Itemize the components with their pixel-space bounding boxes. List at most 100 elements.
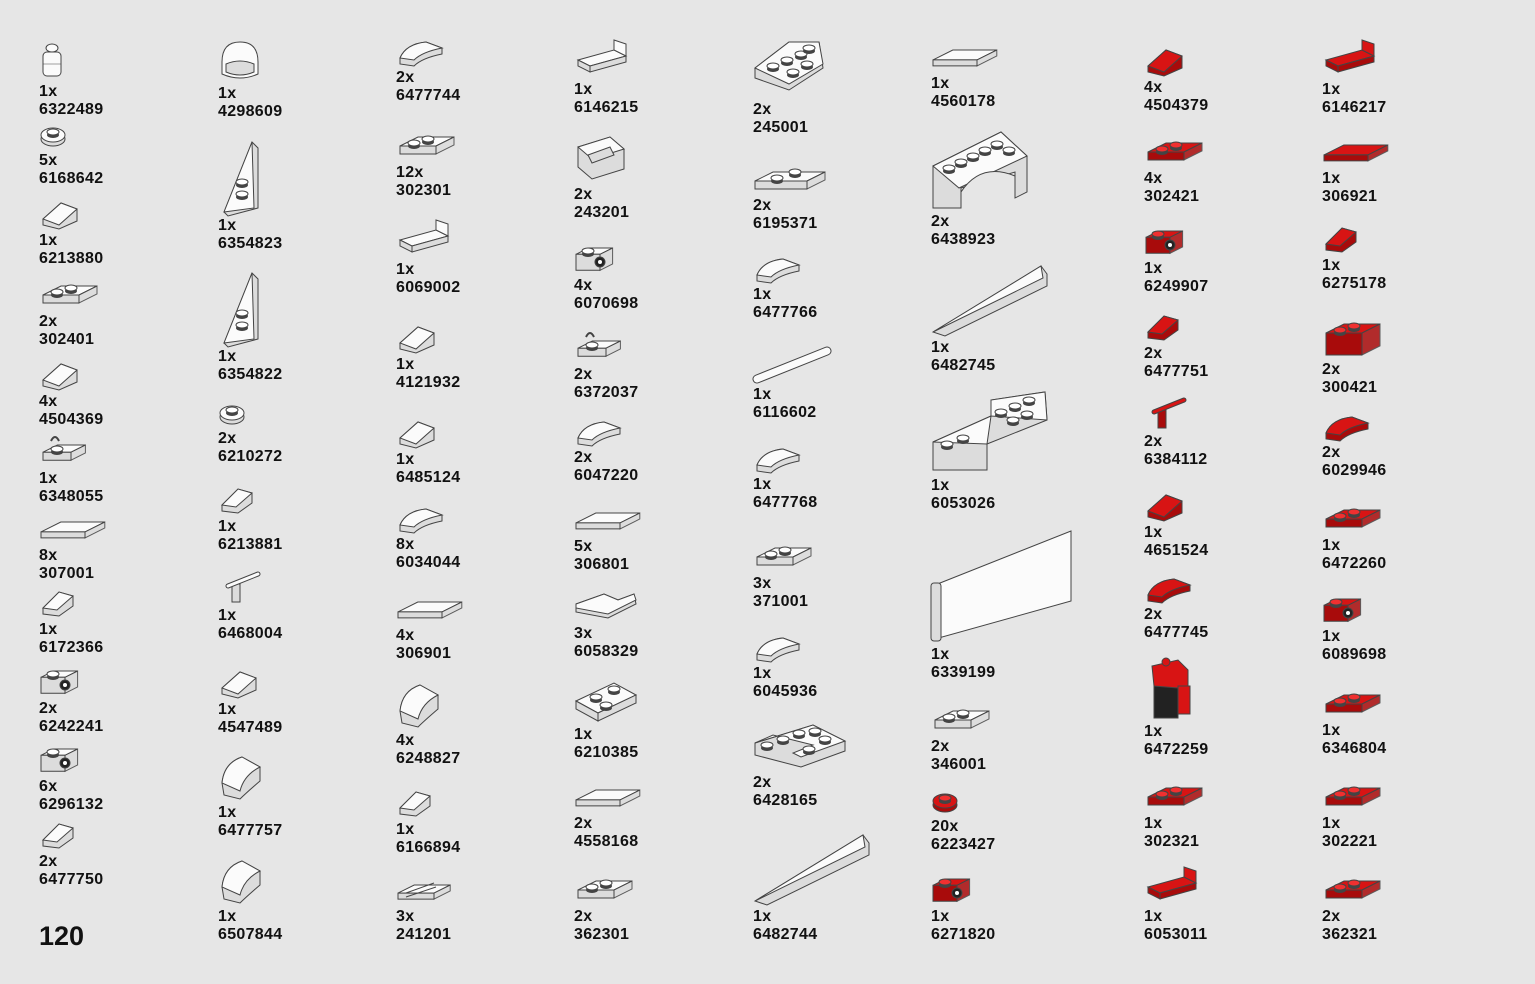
part-code: 302321 bbox=[1144, 832, 1200, 850]
part-quantity: 1x bbox=[218, 908, 237, 925]
part-quantity: 1x bbox=[574, 726, 593, 743]
part-quantity: 1x bbox=[931, 908, 950, 925]
part-quantity: 1x bbox=[39, 232, 58, 250]
part-code: 306801 bbox=[574, 556, 630, 573]
minifig-head-icon bbox=[42, 43, 62, 77]
part-code: 6034044 bbox=[396, 554, 461, 571]
curved-tile-icon bbox=[577, 421, 622, 447]
frame-icon bbox=[576, 136, 626, 180]
part-code: 6477750 bbox=[39, 871, 104, 888]
part-quantity: 1x bbox=[1322, 170, 1341, 188]
part-code: 6296132 bbox=[39, 796, 104, 814]
slope-icon bbox=[42, 202, 78, 230]
slope-icon bbox=[42, 363, 78, 391]
part-entry: 4x 6070698 bbox=[574, 238, 724, 313]
slope-icon bbox=[1147, 494, 1183, 522]
part-code: 346001 bbox=[931, 755, 987, 773]
part-entry: 1x 6275178 bbox=[1322, 222, 1472, 293]
part-entry: 4x 4504369 bbox=[39, 352, 189, 429]
side-stud-brick-icon bbox=[932, 878, 971, 903]
part-quantity: 2x bbox=[931, 213, 950, 231]
tile-icon bbox=[932, 49, 998, 67]
part-quantity: 6x bbox=[39, 778, 58, 796]
part-code: 6242241 bbox=[39, 717, 104, 735]
part-entry: 1x 6339199 bbox=[930, 529, 1081, 682]
part-quantity: 1x bbox=[931, 645, 950, 663]
part-entry: 4x 302421 bbox=[1144, 129, 1294, 206]
curved-tile-icon bbox=[399, 41, 444, 67]
part-quantity: 1x bbox=[1144, 723, 1163, 741]
part-entry: 1x 6146215 bbox=[574, 38, 724, 117]
part-code: 6346804 bbox=[1322, 739, 1387, 757]
part-entry: 2x 300421 bbox=[1322, 310, 1472, 397]
side-stud-brick-icon bbox=[40, 748, 79, 773]
part-quantity: 2x bbox=[39, 853, 58, 870]
part-quantity: 2x bbox=[39, 699, 58, 717]
part-code: 6168642 bbox=[39, 169, 104, 187]
part-code: 6477768 bbox=[753, 493, 818, 511]
part-code: 6354822 bbox=[218, 366, 283, 384]
part-code: 6354823 bbox=[218, 234, 283, 252]
part-quantity: 2x bbox=[1144, 432, 1163, 450]
bracket-icon bbox=[576, 39, 628, 73]
part-entry: 1x 6213880 bbox=[39, 191, 189, 268]
side-stud-brick-icon bbox=[1145, 230, 1184, 254]
tile-icon bbox=[397, 601, 463, 619]
part-quantity: 4x bbox=[574, 277, 593, 294]
part-quantity: 1x bbox=[753, 475, 772, 493]
part-entry: 2x 4558168 bbox=[574, 778, 724, 851]
part-quantity: 4x bbox=[396, 627, 415, 644]
part-quantity: 1x bbox=[1322, 721, 1341, 739]
part-quantity: 2x bbox=[574, 366, 593, 383]
side-stud-brick-icon bbox=[1323, 598, 1362, 623]
round-plate-icon bbox=[932, 793, 958, 813]
part-code: 6213881 bbox=[218, 535, 283, 553]
tile-icon bbox=[40, 520, 106, 539]
part-entry: 4x 306901 bbox=[396, 590, 546, 663]
part-quantity: 8x bbox=[396, 536, 415, 553]
part-entry: 3x 241201 bbox=[396, 875, 546, 944]
part-code: 4651524 bbox=[1144, 542, 1209, 560]
part-entry: 1x 6271820 bbox=[931, 869, 1081, 944]
part-quantity: 5x bbox=[574, 538, 593, 555]
part-entry: 1x 6213881 bbox=[218, 483, 368, 554]
round-plate-icon bbox=[40, 127, 66, 147]
part-code: 6029946 bbox=[1322, 461, 1387, 479]
part-quantity: 1x bbox=[396, 261, 415, 278]
part-entry: 1x 6354823 bbox=[218, 138, 368, 253]
clip-plate-icon bbox=[42, 436, 86, 462]
part-code: 6249907 bbox=[1144, 277, 1209, 295]
part-code: 6248827 bbox=[396, 750, 461, 767]
part-entry: 3x 371001 bbox=[753, 534, 903, 611]
curved-tile-icon bbox=[756, 637, 801, 663]
slope-icon bbox=[221, 671, 257, 699]
part-entry: 20x 6223427 bbox=[931, 789, 1081, 854]
plate-icon bbox=[399, 135, 455, 155]
part-code: 4298609 bbox=[218, 103, 283, 120]
part-quantity: 1x bbox=[1144, 814, 1163, 832]
curved-tile-icon bbox=[1147, 578, 1192, 604]
part-entry: 1x 6116602 bbox=[752, 345, 903, 422]
slope-icon bbox=[399, 326, 435, 354]
part-code: 6472259 bbox=[1144, 741, 1209, 759]
plate-icon bbox=[1147, 786, 1203, 806]
part-entry: 2x 6477744 bbox=[396, 38, 546, 105]
part-entry: 4x 4504379 bbox=[1144, 38, 1294, 115]
plate-icon bbox=[1325, 879, 1381, 899]
part-code: 6271820 bbox=[931, 926, 996, 943]
part-code: 6045936 bbox=[753, 682, 818, 700]
part-quantity: 1x bbox=[931, 477, 950, 495]
curved-tile-icon bbox=[756, 447, 801, 474]
part-code: 302401 bbox=[39, 330, 95, 348]
part-code: 6210272 bbox=[218, 447, 283, 465]
part-code: 6053026 bbox=[931, 495, 996, 513]
part-entry: 2x 6372037 bbox=[574, 329, 724, 402]
part-quantity: 2x bbox=[753, 774, 772, 792]
clip-plate-icon bbox=[577, 332, 621, 358]
plate-icon bbox=[1325, 508, 1381, 528]
tile-icon bbox=[575, 512, 641, 530]
part-entry: 1x 6053011 bbox=[1144, 865, 1294, 944]
part-code: 4547489 bbox=[218, 718, 283, 736]
plate-icon bbox=[577, 879, 633, 899]
